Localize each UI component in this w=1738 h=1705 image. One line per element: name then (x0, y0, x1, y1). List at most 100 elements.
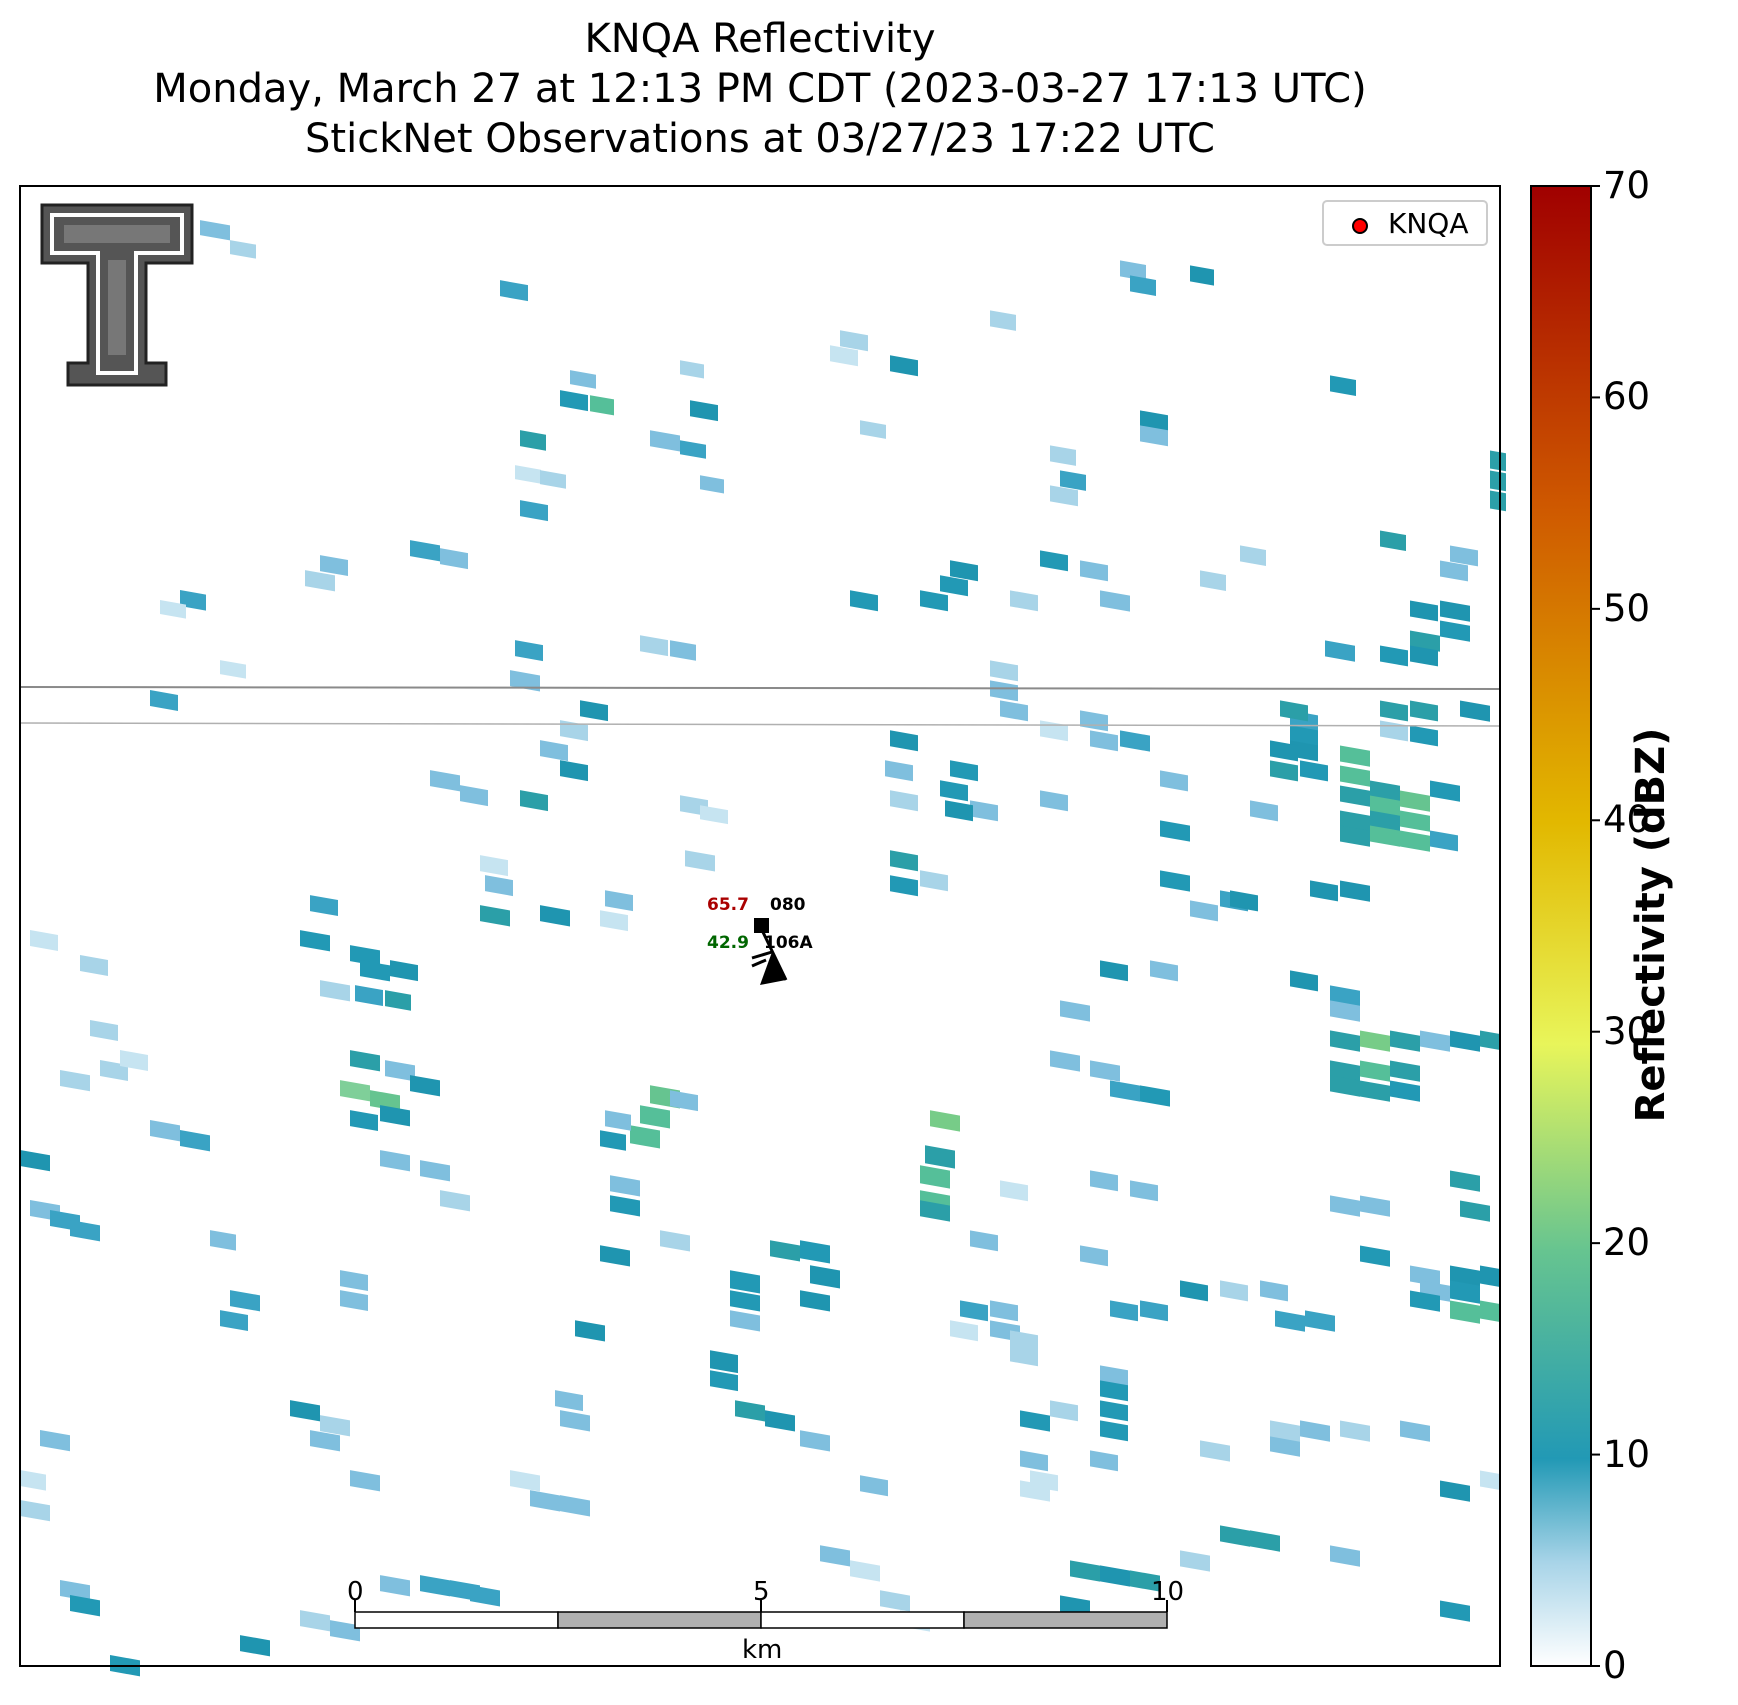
radar-pixel (1410, 700, 1438, 722)
radar-pixel (700, 805, 728, 825)
radar-pixel (80, 955, 108, 976)
radar-pixel (1330, 1545, 1360, 1567)
radar-pixel (920, 1200, 950, 1222)
radar-pixel (1310, 880, 1338, 902)
radar-pixel (70, 1220, 100, 1242)
radar-pixel (60, 1070, 90, 1092)
radar-pixel (1130, 275, 1156, 296)
radar-pixel (340, 1270, 368, 1292)
radar-pixel (240, 1635, 270, 1657)
radar-pixel (1330, 1000, 1360, 1022)
radar-pixel (1120, 260, 1146, 281)
radar-pixel (210, 1230, 236, 1251)
radar-pixel (305, 570, 335, 592)
radar-pixel (1450, 1280, 1480, 1304)
radar-pixel (220, 1310, 248, 1332)
radar-pixel (1410, 645, 1438, 667)
radar-pixel (670, 640, 696, 661)
radar-pixel (820, 1545, 850, 1567)
radar-pixel (1180, 1550, 1210, 1572)
radar-pixel (890, 875, 918, 897)
radar-pixel (1200, 570, 1226, 591)
radar-pixel (940, 575, 968, 597)
radar-pixel (20, 1470, 46, 1491)
radar-pixel (1050, 445, 1076, 466)
radar-pixel (810, 1265, 840, 1289)
radar-pixel (1160, 770, 1188, 792)
radar-pixel (360, 960, 390, 982)
radar-pixel (1140, 1085, 1170, 1107)
radar-pixel (1400, 1420, 1430, 1442)
radar-pixel (180, 590, 206, 611)
radar-pixel (1480, 1300, 1500, 1323)
radar-pixel (610, 1195, 640, 1217)
radar-pixel (1100, 590, 1130, 612)
radar-pixel (1050, 1050, 1080, 1072)
radar-pixel (1450, 1030, 1480, 1052)
legend-label: KNQA (1388, 207, 1469, 240)
radar-pixel (520, 500, 548, 522)
radar-pixel (890, 355, 918, 377)
radar-pixel (485, 875, 513, 897)
radar-pixel (385, 990, 411, 1011)
radar-pixel (1060, 1000, 1090, 1022)
radar-pixel (1230, 890, 1258, 912)
radar-pixel (1325, 640, 1355, 662)
radar-pixel (1280, 700, 1308, 722)
radar-pixel (90, 1020, 118, 1041)
radar-pixel (560, 390, 588, 412)
radar-pixel (1400, 830, 1430, 852)
radar-pixel (1330, 1030, 1360, 1052)
radar-pixel (1240, 545, 1266, 566)
radar-pixel (385, 1060, 415, 1082)
radar-pixel (1100, 1400, 1128, 1422)
radar-pixel (380, 1105, 410, 1127)
radar-pixel (515, 640, 543, 662)
radar-pixel (640, 635, 668, 657)
radar-pixel (440, 1190, 470, 1212)
radar-pixel (20, 1150, 50, 1172)
radar-pixel (1190, 265, 1214, 286)
colorbar-tick-40: 40 (1603, 798, 1651, 842)
radar-pixel (1330, 1195, 1360, 1217)
radar-pixel (605, 1110, 631, 1131)
radar-pixel (410, 1075, 440, 1097)
radar-pixel (530, 1490, 560, 1512)
radar-pixel (1130, 1180, 1158, 1202)
radar-pixel (1340, 825, 1370, 847)
radar-pixel (1330, 375, 1356, 397)
radar-pixel (850, 590, 878, 612)
radar-pixel (410, 540, 440, 562)
radar-pixel (1360, 1195, 1390, 1217)
radar-pixel (1360, 1030, 1390, 1052)
radar-pixel (1100, 1420, 1128, 1442)
radar-pixel (710, 1350, 738, 1374)
station-id: 106A (764, 933, 813, 953)
radar-pixel (160, 600, 186, 619)
radar-pixel (1220, 1525, 1250, 1547)
colorbar-tick-70: 70 (1603, 164, 1651, 207)
colorbar-tick-60: 60 (1603, 375, 1651, 419)
scalebar-tick-10: 10 (1151, 1577, 1185, 1607)
radar-pixel (970, 800, 998, 822)
radar-pixel (1090, 1450, 1118, 1472)
radar-pixel (610, 1175, 640, 1197)
radar-pixel (670, 1090, 698, 1112)
radar-pixel (300, 930, 330, 952)
radar-pixel (220, 660, 246, 679)
radar-pixel (605, 890, 633, 912)
radar-pixel (1390, 1080, 1420, 1102)
scalebar-tick-0: 0 (347, 1577, 364, 1607)
radar-pixel (320, 555, 348, 577)
radar-pixel (30, 930, 58, 951)
radar-pixel (1050, 1400, 1078, 1422)
colorbar-tick-50: 50 (1603, 586, 1651, 630)
radar-pixel (350, 945, 380, 967)
radar-pixel (1440, 620, 1470, 642)
radar-pixel (430, 770, 460, 792)
radar-pixel (1120, 730, 1150, 752)
radar-pixel (560, 760, 588, 782)
radar-pixel (1340, 880, 1370, 902)
radar-pixel (960, 1300, 988, 1322)
station-dewpoint: 42.9 (707, 933, 749, 953)
